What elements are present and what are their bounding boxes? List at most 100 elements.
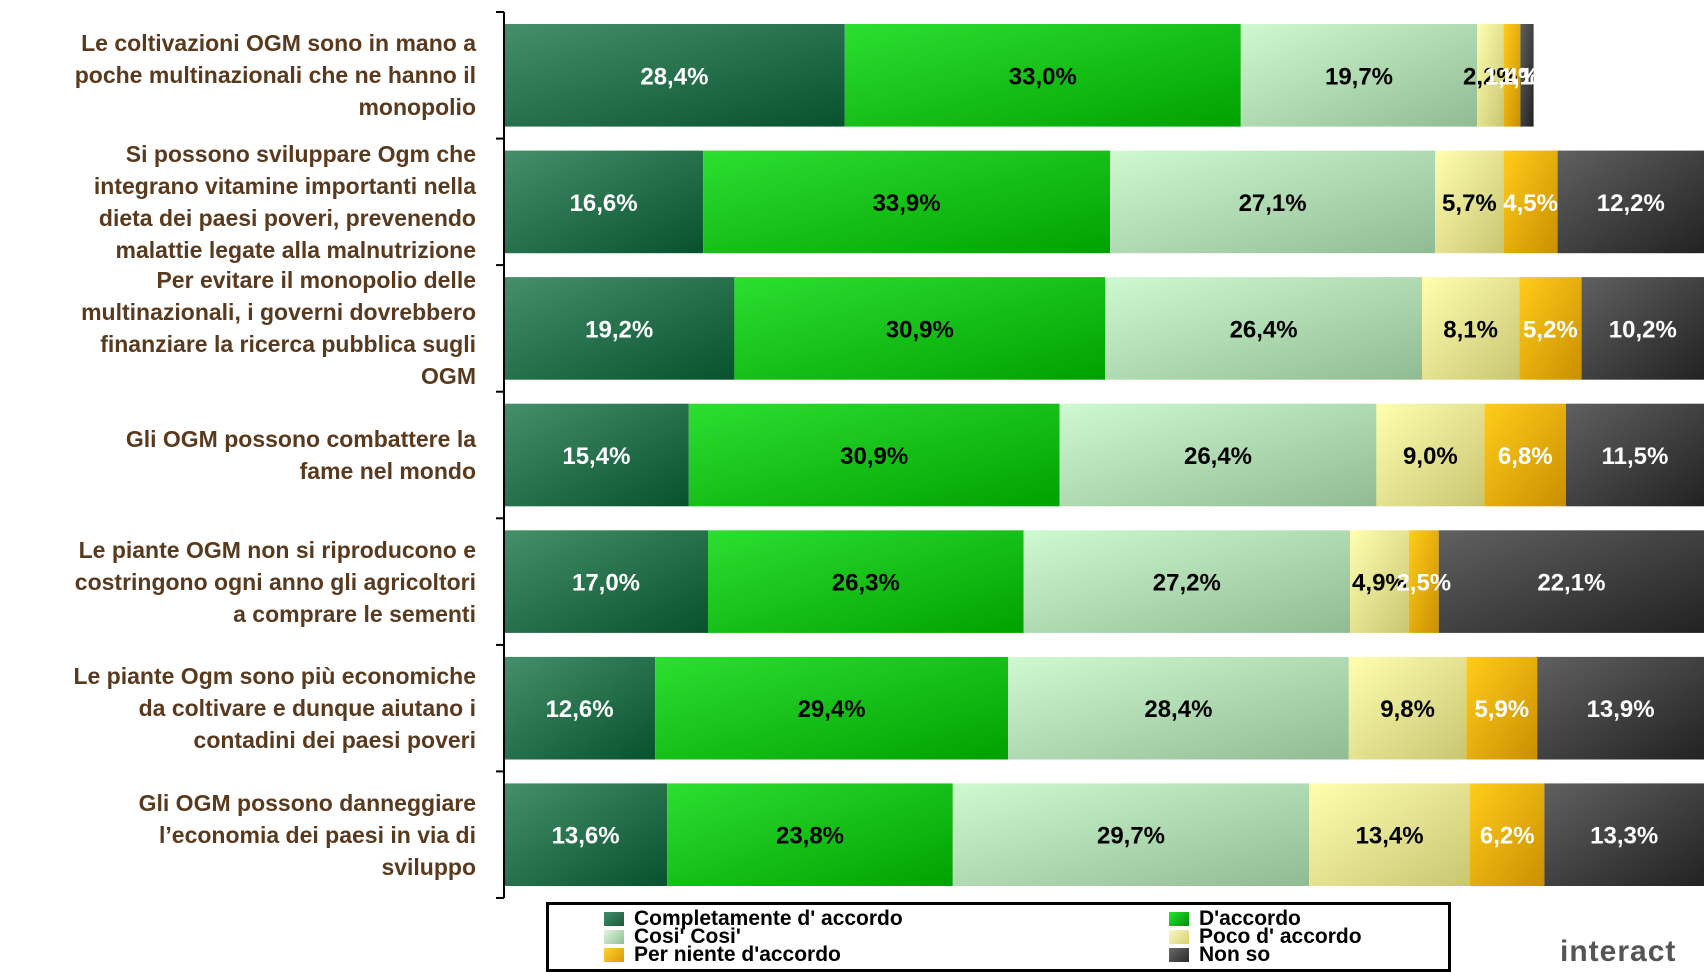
bar-segment — [1059, 403, 1377, 507]
bar-segment — [667, 783, 953, 886]
data-label: 15,4% — [562, 443, 630, 470]
data-label: 1,4% — [1485, 63, 1540, 90]
bar-segment — [703, 150, 1110, 254]
category-label-line: integrano vitamine importanti nella — [93, 172, 476, 199]
data-label: 9,0% — [1403, 443, 1458, 470]
category-label-line: finanziare la ricerca pubblica sugli — [100, 331, 476, 358]
data-label: 10,2% — [1609, 316, 1677, 343]
data-label: 6,2% — [1480, 823, 1535, 850]
data-label: 8,1% — [1443, 316, 1498, 343]
legend: Completamente d' accordo Cosi' Cosi' Per… — [546, 902, 1451, 972]
category-label-line: Le piante OGM non si riproducono e — [78, 536, 476, 563]
data-label: 2,5% — [1396, 570, 1451, 597]
legend-label: Cosi' Cosi' — [634, 925, 741, 948]
category-label-line: dieta dei paesi poveri, prevenendo — [98, 204, 476, 231]
data-label: 19,2% — [585, 316, 653, 343]
data-label: 17,0% — [572, 570, 640, 597]
data-label: 29,7% — [1097, 823, 1165, 850]
bar-segment — [504, 783, 668, 886]
data-label: 9,8% — [1380, 696, 1435, 723]
category-label-line: OGM — [421, 363, 476, 390]
legend-swatch-per-niente — [604, 948, 624, 963]
data-label: 11,5% — [1602, 443, 1669, 470]
bar-segment — [1566, 403, 1704, 507]
category-label: Gli OGM possono combattere la fame nel mo… — [8, 423, 476, 487]
category-label: Gli OGM possono danneggiare l’economia de… — [8, 787, 476, 883]
category-label: Le piante Ogm sono più economiche da colt… — [8, 660, 476, 756]
data-label: 23,8% — [776, 823, 844, 850]
category-label-line: malattie legate alla malnutrizione — [115, 236, 476, 263]
category-label-line: sviluppo — [381, 853, 476, 880]
data-label: 13,6% — [552, 823, 620, 850]
bar-segment — [1105, 277, 1422, 380]
data-label: 26,4% — [1230, 316, 1298, 343]
legend-label: D'accordo — [1199, 907, 1301, 930]
legend-swatch-completamente — [604, 912, 624, 927]
bar-segment — [504, 277, 735, 380]
data-label: 2,2% — [1463, 63, 1518, 90]
category-label-line: Le coltivazioni OGM sono in mano a — [81, 30, 476, 57]
data-label: 1,1% — [1500, 63, 1555, 90]
legend-label: Poco d' accordo — [1199, 925, 1362, 948]
bar-segment — [1470, 783, 1545, 886]
data-label: 19,7% — [1325, 63, 1393, 90]
bar-segment — [1008, 656, 1349, 760]
bar-segment — [504, 656, 656, 760]
data-label: 4,9% — [1352, 570, 1407, 597]
data-label: 5,7% — [1442, 190, 1497, 217]
category-label-line: Gli OGM possono danneggiare — [138, 789, 476, 816]
data-label: 27,1% — [1239, 190, 1307, 217]
bar-segment — [1484, 403, 1566, 507]
bar-segment — [1309, 783, 1470, 886]
bar-segment — [504, 403, 689, 507]
category-label-line: contadini dei paesi poveri — [193, 727, 476, 754]
bar-segment — [504, 24, 845, 127]
category-label-line: poche multinazionali che ne hanno il — [74, 62, 476, 89]
legend-item-per-niente: Per niente d'accordo — [604, 944, 841, 965]
bar-segment — [708, 530, 1024, 633]
bar-segment — [1422, 277, 1520, 380]
bar-segment — [688, 403, 1060, 507]
bar-segment — [1435, 150, 1504, 254]
bar-segment — [1503, 150, 1558, 254]
bar-segment — [655, 656, 1008, 760]
data-label: 5,2% — [1523, 316, 1578, 343]
brand-logo-text: interact — [1560, 935, 1677, 968]
data-label: 13,4% — [1356, 823, 1424, 850]
bar-segment — [1348, 656, 1467, 760]
bar-segment — [1503, 24, 1521, 127]
data-label: 27,2% — [1153, 570, 1221, 597]
legend-label: Non so — [1199, 943, 1271, 966]
bar-segment — [1376, 403, 1485, 507]
legend-item-poco: Poco d' accordo — [1169, 925, 1362, 948]
bar-segment — [1023, 530, 1350, 633]
bar-segment — [952, 783, 1310, 886]
bar-segment — [1438, 530, 1704, 633]
legend-item-cosi-cosi: Cosi' Cosi' — [604, 925, 741, 948]
category-label-line: Si possono sviluppare Ogm che — [125, 140, 476, 167]
data-label: 12,6% — [546, 696, 614, 723]
bar-segment — [504, 150, 704, 254]
bar-segment — [504, 530, 708, 633]
data-label: 29,4% — [798, 696, 866, 723]
data-label: 30,9% — [840, 443, 908, 470]
category-label-line: monopolio — [358, 94, 476, 121]
bar-segment — [734, 277, 1106, 380]
category-label-line: multinazionali, i governi dovrebbero — [81, 299, 476, 326]
data-label: 33,0% — [1009, 63, 1077, 90]
legend-item-daccordo: D'accordo — [1169, 907, 1301, 930]
data-label: 12,2% — [1597, 190, 1665, 217]
category-label-line: a comprare le sementi — [233, 600, 476, 627]
bar-segment — [1544, 783, 1704, 886]
data-label: 26,3% — [832, 570, 900, 597]
data-label: 16,6% — [570, 190, 638, 217]
data-label: 30,9% — [886, 316, 954, 343]
bar-segment — [1408, 530, 1439, 633]
bar-segment — [1240, 24, 1478, 127]
bar-segment — [1350, 530, 1409, 633]
bar-segment — [1519, 277, 1582, 380]
data-label: 33,9% — [873, 190, 941, 217]
category-label: Si possono sviluppare Ogm che integrano v… — [8, 138, 476, 266]
